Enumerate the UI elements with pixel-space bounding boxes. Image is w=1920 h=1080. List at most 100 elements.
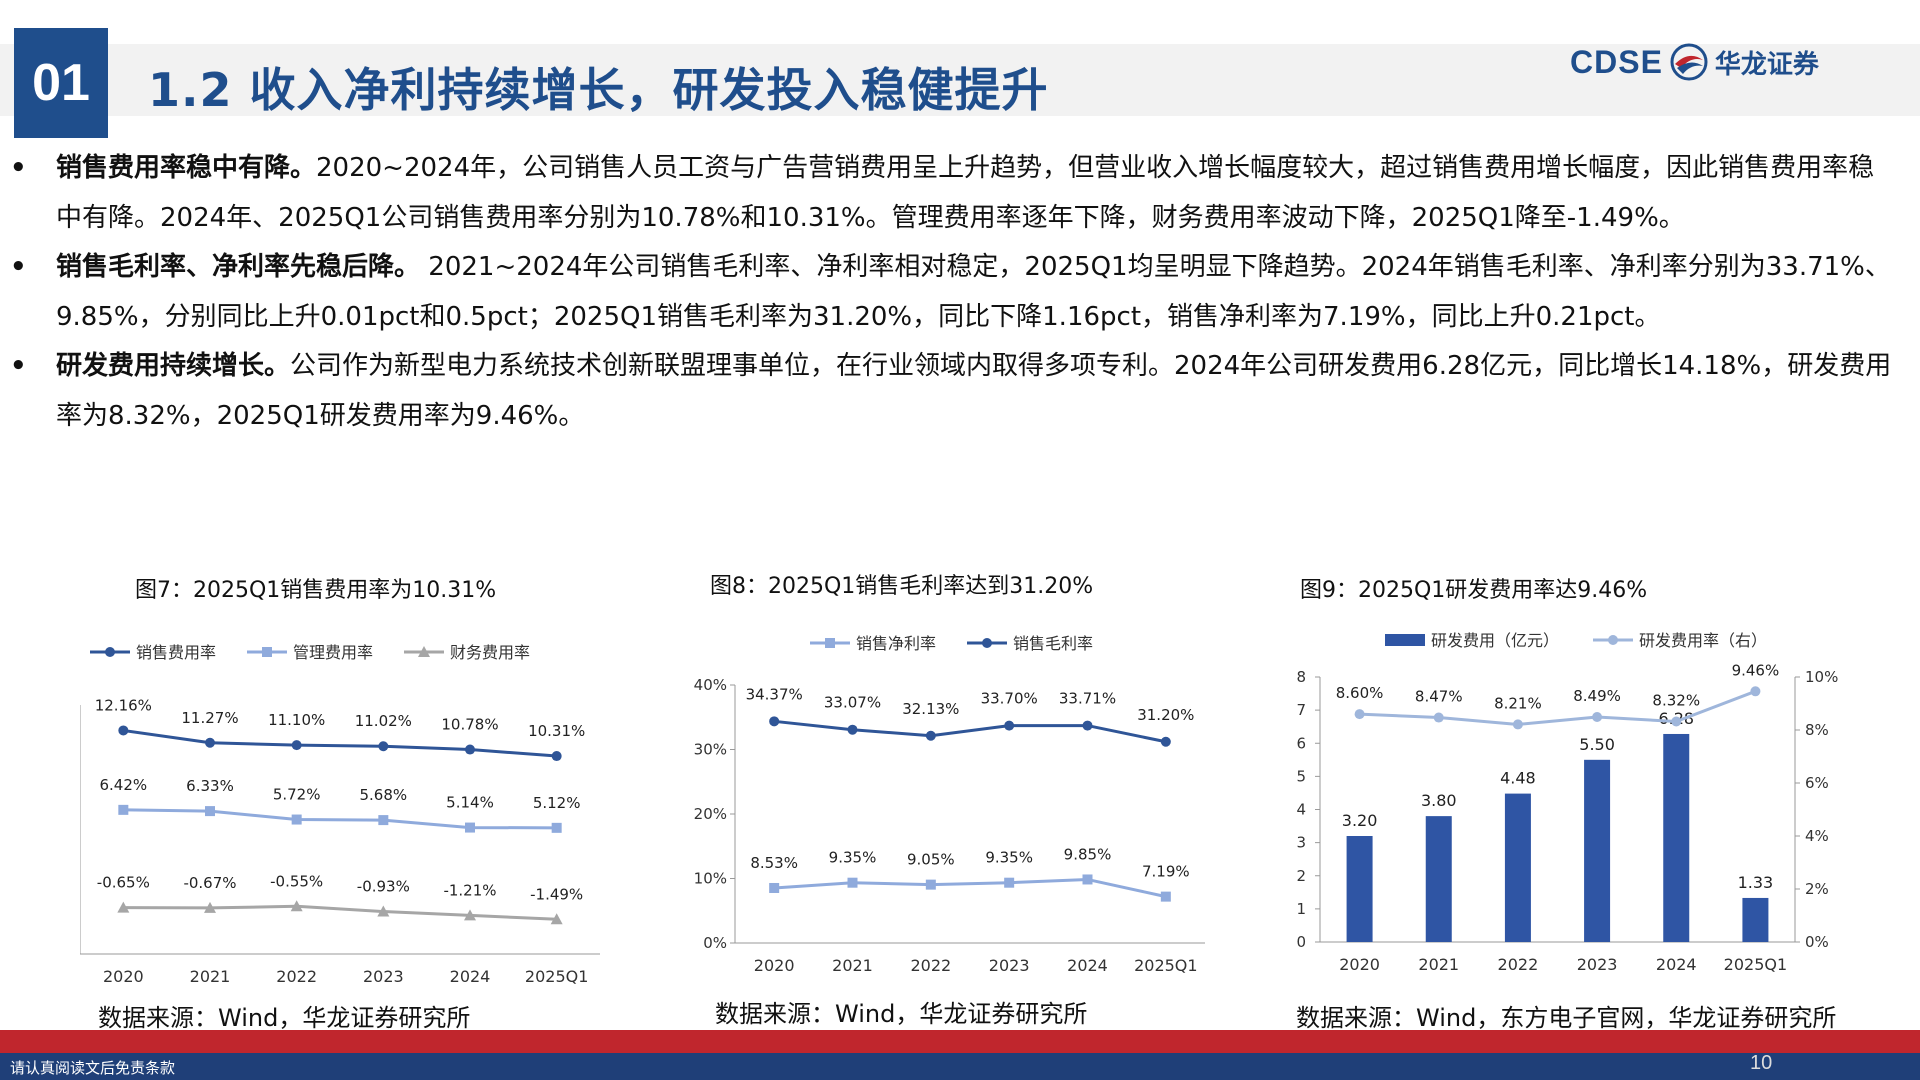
header-band [0,44,1920,116]
figure-7-chart: -4%-2%0%2%4%6%8%10%12%14%202020212022202… [39,630,610,994]
series-marker [262,647,272,657]
bullet-item: • 销售费用率稳中有降。2020~2024年，公司销售人员工资与广告营销费用呈上升… [10,144,1900,243]
x-tick-label: 2024 [450,967,491,986]
x-tick-label: 2024 [1656,955,1697,974]
series-marker [769,716,780,727]
series-marker [378,741,389,752]
logo-cn: 华龙证券 [1714,49,1819,80]
figure-8-chart: 0% 10% 20% 30% 40% 2020 2021 2022 2023 2024 2025Q1… [690,625,1220,984]
figure-7-source: 数据来源：Wind，华龙证券研究所 [98,1004,471,1032]
y-tick-label: 20% [694,805,727,823]
series-marker [1592,712,1603,723]
series-marker [204,901,216,913]
series-marker [205,806,215,817]
bar [1346,836,1373,942]
series-marker [925,730,936,741]
series-marker [464,909,476,921]
footer-disclaimer: 请认真阅读文后免责条款 [10,1059,176,1077]
bullet-heading: 销售毛利率、净利率先稳后降。 [56,252,421,282]
x-tick-label: 2025Q1 [525,967,589,986]
bar [1425,816,1452,942]
data-label: 5.14% [446,794,494,812]
data-label: 8.60% [1336,684,1384,702]
legend-label: 销售毛利率 [1013,634,1093,653]
legend-label: 研发费用率（右） [1639,631,1767,650]
bullet-list: • 销售费用率稳中有降。2020~2024年，公司销售人员工资与广告营销费用呈上升… [10,144,1900,441]
x-tick-label: 2025Q1 [1724,955,1788,974]
data-label: -0.65% [97,874,150,892]
data-label: 11.02% [355,712,412,730]
footer-blue-band [0,1053,1920,1080]
bar [1663,733,1690,942]
x-tick-label: 2022 [910,956,951,975]
series-marker [465,744,475,755]
bar [1742,897,1769,942]
data-label: 11.10% [268,711,325,729]
series-marker [378,815,389,826]
bar-label: 3.20 [1342,811,1378,830]
series-marker [1512,719,1523,730]
data-label: 10.31% [528,722,585,740]
series-line [774,877,1167,899]
data-label: 7.19% [1142,863,1190,881]
series-line [123,904,557,921]
x-tick-label: 2021 [190,967,231,986]
bullet-heading: 销售费用率稳中有降。 [56,153,317,183]
series-marker [769,882,780,893]
legend-label: 销售费用率 [136,643,216,662]
bar-label: 5.50 [1579,735,1615,754]
series-marker [1671,716,1682,727]
data-label: 33.70% [981,690,1038,708]
series-marker [1082,720,1093,731]
bullet-text: 2021~2024年公司销售毛利率、净利率相对稳定，2025Q1均呈明显下降趋势… [56,252,1891,332]
x-tick-label: 2020 [103,967,144,986]
series-marker [377,905,390,917]
series-marker [1004,720,1015,731]
series-marker [551,822,562,833]
x-tick-label: 2022 [1498,955,1539,974]
x-tick-label: 2021 [1418,955,1459,974]
data-label: 6.33% [186,777,234,795]
page-number: 10 [1750,1052,1773,1074]
y-tick-label: 2 [1296,867,1306,885]
y-tick-label: 10% [694,870,727,888]
data-label: 8.47% [1415,688,1463,706]
figure-8-source: 数据来源：Wind，华龙证券研究所 [715,1000,1088,1028]
figure-7-title: 图7：2025Q1销售费用率为10.31% [135,578,497,603]
data-label: 33.07% [824,694,881,712]
y2-tick-label: 0% [1805,933,1829,951]
data-label: 5.12% [533,794,581,812]
logo-en: CDSE [1570,43,1663,80]
series-marker [418,646,430,657]
bullet-item: • 研发费用持续增长。公司作为新型电力系统技术创新联盟理事单位，在行业领域内取得多… [10,342,1900,441]
y-tick-label: 6 [1296,734,1306,752]
series-marker [982,638,992,648]
data-label: 31.20% [1137,706,1194,724]
y2-tick-label: 4% [1805,827,1829,845]
series-marker [205,737,215,748]
y-tick-label: 5 [1296,767,1306,785]
data-label: 11.27% [181,709,238,727]
company-logo: CDSE 华龙证券 [1570,40,1819,84]
page-title: 1.2 收入净利持续增长，研发投入稳健提升 [148,63,1049,117]
data-label: 5.72% [273,786,321,804]
bullet-item: • 销售毛利率、净利率先稳后降。 2021~2024年公司销售毛利率、净利率相对稳… [10,243,1900,342]
y2-tick-label: 6% [1805,774,1829,792]
chart-svg: 0 1 2 3 4 5 6 7 8 0% 2% 4% 6% 8% 10% 2020 2021 2022 2023 20… [1296,631,1838,974]
y2-tick-label: 2% [1805,880,1829,898]
y-tick-label: 0% [703,934,727,952]
y-tick-label: 7 [1296,701,1306,719]
bar-label: 4.48 [1500,769,1536,788]
legend-label: 研发费用（亿元） [1431,631,1559,650]
y2-tick-label: 8% [1805,721,1829,739]
footer-red-band [0,1030,1920,1053]
logo-emblem-icon [1670,43,1708,81]
series-marker [1004,877,1015,888]
data-label: 10.78% [441,716,498,734]
series-marker [1160,736,1171,747]
y-tick-label: 40% [694,676,727,694]
bullet-dot: • [10,153,27,183]
series-marker [847,877,858,888]
data-label: -1.21% [443,881,496,899]
series-marker [847,724,858,735]
